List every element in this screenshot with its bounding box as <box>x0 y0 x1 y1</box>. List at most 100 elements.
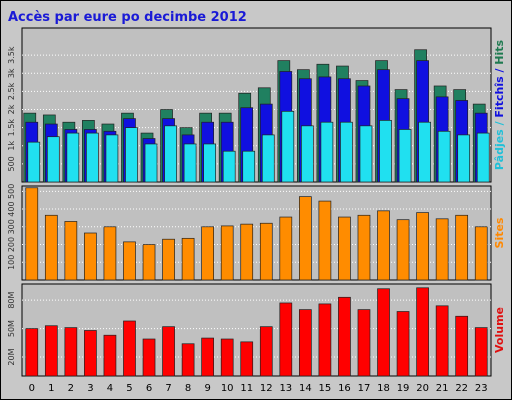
x-tick-label-0: 0 <box>29 383 35 394</box>
sites-bar-sites-15 <box>318 200 332 281</box>
traffic-bar-pdjes-10 <box>222 150 236 183</box>
volume-bar-volume-15 <box>318 303 332 377</box>
x-tick-label-3: 3 <box>87 383 93 394</box>
x-tick-label-19: 19 <box>397 383 410 394</box>
traffic-bar-pdjes-3 <box>86 132 99 183</box>
x-tick-label-20: 20 <box>416 383 429 394</box>
sites-axis-label-part: Sites <box>493 217 506 248</box>
traffic-bar-pdjes-16 <box>340 121 353 183</box>
sites-bar-sites-0 <box>25 187 39 281</box>
x-tick-label-12: 12 <box>260 383 273 394</box>
traffic-bar-pdjes-2 <box>66 132 80 183</box>
x-tick-label-15: 15 <box>319 383 332 394</box>
traffic-axis-label: Pâdjes / Fitchîs / Hits <box>493 39 506 170</box>
volume-bar-volume-9 <box>201 337 214 377</box>
x-tick-label-10: 10 <box>221 383 234 394</box>
volume-bar-volume-3 <box>84 330 97 377</box>
x-tick-label-14: 14 <box>299 383 312 394</box>
sites-bar-sites-12 <box>259 222 273 281</box>
volume-bar-volume-13 <box>279 302 293 377</box>
volume-bar-volume-5 <box>123 320 136 377</box>
sites-bar-sites-1 <box>44 214 58 281</box>
traffic-bar-pdjes-8 <box>183 143 197 183</box>
traffic-axis-label-part: Hits <box>493 39 506 64</box>
traffic-bar-pdjes-4 <box>105 134 119 183</box>
sites-tick-label: 400 <box>7 201 16 216</box>
traffic-bar-pdjes-23 <box>476 132 490 183</box>
volume-bar-volume-11 <box>240 341 254 377</box>
sites-bar-sites-19 <box>396 219 410 281</box>
traffic-bar-pdjes-13 <box>281 110 295 183</box>
traffic-bar-pdjes-14 <box>301 125 314 183</box>
sites-tick-label: 200 <box>7 237 16 252</box>
volume-axis-label: Volume <box>493 307 506 353</box>
traffic-tick-label: 1k <box>7 141 16 151</box>
sites-bar-sites-22 <box>455 214 469 281</box>
volume-bar-volume-4 <box>103 334 117 377</box>
x-tick-label-21: 21 <box>436 383 449 394</box>
traffic-bar-pdjes-9 <box>203 143 216 183</box>
traffic-bar-pdjes-7 <box>164 125 177 183</box>
sites-bar-sites-18 <box>377 210 390 281</box>
x-tick-label-18: 18 <box>377 383 390 394</box>
sites-tick-label: 300 <box>7 219 16 234</box>
volume-bar-volume-20 <box>416 287 429 377</box>
chart-title: Accès par eure po decimbe 2012 <box>8 10 247 25</box>
volume-bar-volume-22 <box>455 315 469 377</box>
x-tick-label-7: 7 <box>165 383 171 394</box>
x-tick-label-1: 1 <box>48 383 54 394</box>
x-tick-label-11: 11 <box>240 383 253 394</box>
volume-tick-label: 20M <box>7 348 16 365</box>
volume-bar-volume-23 <box>474 327 488 377</box>
traffic-tick-label: 2.5k <box>7 82 16 100</box>
traffic-bar-pdjes-21 <box>437 130 451 183</box>
sites-tick-label: 100 <box>7 255 16 270</box>
volume-bar-volume-18 <box>377 288 390 377</box>
traffic-bar-pdjes-1 <box>46 136 60 183</box>
traffic-bar-pdjes-11 <box>242 150 256 183</box>
traffic-axis-label-part: / <box>493 118 506 130</box>
sites-bar-sites-5 <box>123 241 136 281</box>
traffic-bar-pdjes-6 <box>144 143 158 183</box>
traffic-tick-label: 500 <box>7 156 16 171</box>
traffic-bar-pdjes-18 <box>379 120 392 183</box>
sites-bar-sites-13 <box>279 216 293 281</box>
sites-bar-sites-6 <box>142 244 156 281</box>
traffic-axis-label-part: / <box>493 65 506 77</box>
sites-bar-sites-3 <box>84 232 97 281</box>
sites-bar-sites-14 <box>299 196 312 281</box>
x-tick-label-22: 22 <box>455 383 468 394</box>
volume-bar-volume-16 <box>338 296 351 377</box>
volume-bar-volume-0 <box>25 328 39 377</box>
x-tick-label-16: 16 <box>338 383 351 394</box>
volume-tick-label: 50M <box>7 320 16 337</box>
volume-bar-volume-8 <box>181 343 195 377</box>
sites-bar-sites-8 <box>181 237 195 281</box>
sites-tick-label: 500 <box>7 184 16 199</box>
x-tick-label-8: 8 <box>185 383 191 394</box>
sites-bar-sites-7 <box>162 238 175 281</box>
x-tick-label-23: 23 <box>475 383 488 394</box>
volume-axis-label-part: Volume <box>493 307 506 353</box>
traffic-bar-pdjes-19 <box>398 129 412 183</box>
volume-bar-volume-12 <box>259 326 273 377</box>
sites-bar-sites-20 <box>416 212 429 281</box>
volume-bar-volume-6 <box>142 338 156 377</box>
sites-panel <box>21 185 492 281</box>
volume-panel <box>21 283 492 377</box>
x-tick-label-17: 17 <box>358 383 371 394</box>
volume-bar-volume-14 <box>299 309 312 377</box>
volume-bar-volume-19 <box>396 311 410 377</box>
volume-bar-volume-1 <box>44 325 58 377</box>
traffic-axis-label-part: Pâdjes <box>493 129 506 170</box>
volume-bar-volume-7 <box>162 326 175 377</box>
sites-axis-label: Sites <box>493 217 506 248</box>
traffic-bar-pdjes-5 <box>125 127 138 183</box>
x-tick-label-9: 9 <box>204 383 210 394</box>
x-tick-label-13: 13 <box>279 383 292 394</box>
traffic-bar-pdjes-22 <box>457 134 471 183</box>
traffic-tick-label: 3.5k <box>7 46 16 64</box>
x-tick-label-4: 4 <box>107 383 113 394</box>
sites-bar-sites-17 <box>357 214 371 281</box>
